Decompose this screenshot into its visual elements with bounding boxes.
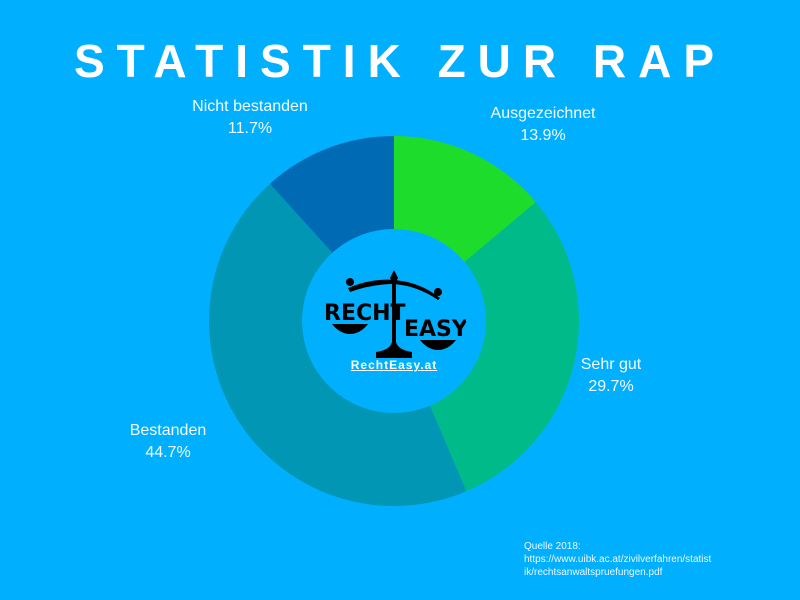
label-sehr-gut: Sehr gut 29.7%: [566, 354, 656, 398]
source-note: Quelle 2018: https://www.uibk.ac.at/zivi…: [524, 540, 784, 579]
label-nicht-bestanden: Nicht bestanden 11.7%: [170, 96, 330, 140]
svg-text:EASY: EASY: [404, 317, 466, 342]
label-name: Nicht bestanden: [192, 98, 308, 115]
page-title: STATISTIK ZUR RAP: [73, 35, 727, 87]
label-value: 44.7%: [145, 444, 191, 461]
logo-link[interactable]: RechtEasy.at: [350, 358, 438, 372]
label-value: 29.7%: [588, 378, 634, 395]
label-name: Ausgezeichnet: [490, 105, 596, 122]
label-name: Sehr gut: [580, 356, 642, 373]
label-ausgezeichnet: Ausgezeichnet 13.9%: [470, 103, 616, 147]
svg-text:RECHT: RECHT: [324, 301, 406, 326]
label-bestanden: Bestanden 44.7%: [118, 420, 218, 464]
source-link[interactable]: https://www.uibk.ac.at/zivilverfahren/st…: [524, 554, 712, 565]
scales-of-justice-icon: RECHT EASY: [324, 270, 466, 358]
label-name: Bestanden: [129, 422, 207, 439]
source-link[interactable]: ik/rechtsanwaltspruefungen.pdf: [524, 567, 663, 578]
slice-sehr-gut: [394, 202, 579, 492]
label-value: 11.7%: [227, 120, 273, 137]
source-line: Quelle 2018:: [524, 541, 581, 552]
label-value: 13.9%: [520, 127, 566, 144]
